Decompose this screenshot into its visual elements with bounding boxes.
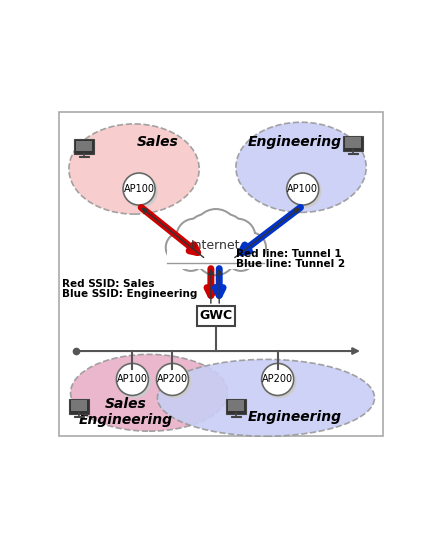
- Circle shape: [288, 175, 320, 207]
- Text: AP200: AP200: [157, 375, 187, 384]
- Circle shape: [156, 363, 188, 395]
- Text: Blue line: Tunnel 2: Blue line: Tunnel 2: [235, 259, 344, 269]
- Text: Internet: Internet: [190, 239, 240, 251]
- Circle shape: [261, 363, 293, 395]
- Circle shape: [235, 232, 266, 263]
- Ellipse shape: [157, 359, 374, 436]
- Circle shape: [167, 234, 194, 261]
- FancyBboxPatch shape: [71, 400, 86, 411]
- Circle shape: [197, 237, 234, 274]
- Circle shape: [228, 244, 253, 269]
- Text: Red SSID: Sales: Red SSID: Sales: [62, 279, 154, 289]
- FancyBboxPatch shape: [74, 139, 94, 154]
- Circle shape: [195, 235, 236, 275]
- Text: AP100: AP100: [123, 184, 154, 194]
- Circle shape: [125, 175, 157, 207]
- Text: AP200: AP200: [261, 375, 292, 384]
- FancyBboxPatch shape: [342, 136, 362, 151]
- Text: Red line: Tunnel 1: Red line: Tunnel 1: [235, 249, 341, 259]
- Circle shape: [176, 242, 205, 271]
- Circle shape: [226, 242, 255, 271]
- FancyBboxPatch shape: [344, 137, 360, 148]
- Ellipse shape: [71, 355, 227, 431]
- Circle shape: [286, 173, 318, 205]
- FancyBboxPatch shape: [74, 415, 84, 416]
- Circle shape: [176, 218, 212, 255]
- FancyBboxPatch shape: [197, 306, 234, 326]
- FancyBboxPatch shape: [68, 399, 89, 414]
- Text: Blue SSID: Engineering: Blue SSID: Engineering: [62, 289, 197, 299]
- Ellipse shape: [69, 124, 199, 214]
- Circle shape: [195, 211, 235, 251]
- Circle shape: [221, 220, 253, 252]
- FancyBboxPatch shape: [347, 153, 357, 154]
- FancyBboxPatch shape: [225, 399, 246, 414]
- Circle shape: [206, 214, 245, 252]
- Circle shape: [116, 363, 148, 395]
- FancyBboxPatch shape: [76, 141, 92, 151]
- Text: Engineering: Engineering: [247, 135, 341, 149]
- Text: Sales
Engineering: Sales Engineering: [79, 397, 172, 427]
- Circle shape: [208, 216, 243, 250]
- Circle shape: [263, 365, 295, 397]
- FancyBboxPatch shape: [230, 415, 240, 416]
- Ellipse shape: [235, 122, 366, 212]
- Circle shape: [237, 234, 264, 261]
- Text: GWC: GWC: [199, 310, 232, 323]
- Circle shape: [118, 365, 150, 397]
- Circle shape: [123, 173, 155, 205]
- Text: Sales: Sales: [136, 135, 178, 149]
- Circle shape: [165, 232, 196, 263]
- Text: AP100: AP100: [117, 375, 147, 384]
- Circle shape: [158, 365, 190, 397]
- Circle shape: [219, 218, 255, 255]
- Circle shape: [178, 220, 210, 252]
- FancyBboxPatch shape: [79, 156, 89, 157]
- Circle shape: [186, 214, 225, 252]
- Text: Engineering: Engineering: [247, 410, 341, 424]
- Circle shape: [188, 216, 223, 250]
- FancyBboxPatch shape: [59, 112, 382, 436]
- FancyBboxPatch shape: [227, 400, 243, 411]
- Circle shape: [194, 209, 237, 253]
- FancyBboxPatch shape: [167, 251, 264, 269]
- Circle shape: [178, 244, 203, 269]
- Text: AP100: AP100: [286, 184, 317, 194]
